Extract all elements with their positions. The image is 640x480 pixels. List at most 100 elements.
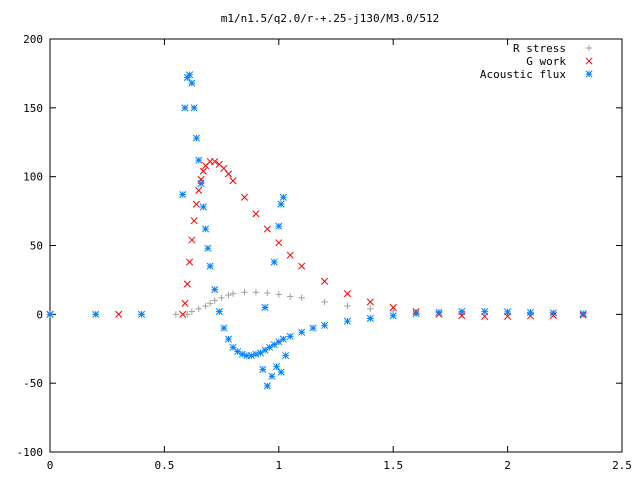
point-acoustic-flux bbox=[197, 179, 205, 188]
point-g-work bbox=[211, 157, 219, 166]
point-g-work bbox=[190, 217, 198, 225]
legend-label-g-work: G work bbox=[526, 55, 566, 68]
y-tick-label: 50 bbox=[30, 240, 43, 253]
y-tick-label: -50 bbox=[23, 377, 43, 390]
point-g-work bbox=[220, 164, 228, 172]
point-r-stress bbox=[202, 302, 209, 310]
point-acoustic-flux bbox=[343, 317, 351, 325]
point-r-stress bbox=[211, 297, 218, 304]
point-acoustic-flux bbox=[188, 79, 196, 87]
y-tick-label: 100 bbox=[23, 171, 43, 184]
legend-label-r-stress: R stress bbox=[513, 42, 566, 55]
point-acoustic-flux bbox=[298, 328, 306, 336]
point-g-work bbox=[179, 310, 187, 318]
point-r-stress bbox=[172, 311, 180, 318]
y-tick-label: 200 bbox=[23, 33, 43, 46]
point-r-stress bbox=[225, 291, 232, 299]
point-r-stress bbox=[298, 294, 305, 302]
point-g-work bbox=[389, 303, 397, 312]
y-tick-label: 0 bbox=[36, 308, 43, 321]
point-acoustic-flux bbox=[275, 222, 283, 230]
point-acoustic-flux bbox=[261, 346, 269, 354]
point-g-work bbox=[263, 225, 271, 233]
point-r-stress bbox=[264, 289, 271, 297]
point-acoustic-flux bbox=[366, 314, 374, 323]
axes: 0 0.5 1 1.5 2 2.5 -100 -50 0 50 100 150 200 bbox=[17, 33, 632, 472]
legend-label-acoustic-flux: Acoustic flux bbox=[480, 68, 566, 81]
point-r-stress bbox=[229, 290, 237, 297]
point-r-stress bbox=[367, 305, 374, 313]
legend-marker-g-work bbox=[585, 57, 593, 65]
data-points bbox=[46, 71, 587, 390]
point-g-work bbox=[321, 277, 329, 285]
point-r-stress bbox=[252, 289, 260, 296]
point-r-stress bbox=[344, 302, 351, 310]
legend-marker-r-stress bbox=[585, 44, 593, 52]
point-g-work bbox=[252, 210, 260, 218]
point-acoustic-flux bbox=[266, 343, 274, 351]
point-acoustic-flux bbox=[277, 368, 285, 376]
point-g-work bbox=[286, 251, 294, 259]
point-acoustic-flux bbox=[215, 308, 223, 316]
point-acoustic-flux bbox=[435, 308, 443, 316]
point-acoustic-flux bbox=[261, 303, 269, 312]
point-r-stress bbox=[195, 305, 202, 313]
point-acoustic-flux bbox=[202, 225, 210, 233]
point-g-work bbox=[115, 310, 123, 318]
point-r-stress bbox=[188, 308, 196, 315]
point-g-work bbox=[275, 239, 283, 247]
point-acoustic-flux bbox=[234, 347, 242, 356]
point-acoustic-flux bbox=[206, 262, 214, 270]
point-acoustic-flux bbox=[259, 365, 267, 373]
point-g-work bbox=[298, 262, 306, 270]
point-acoustic-flux bbox=[504, 308, 512, 316]
point-acoustic-flux bbox=[277, 200, 285, 208]
point-acoustic-flux bbox=[309, 324, 317, 332]
point-acoustic-flux bbox=[526, 308, 535, 316]
x-tick-label: 2.5 bbox=[612, 459, 632, 472]
point-acoustic-flux bbox=[224, 335, 233, 343]
point-acoustic-flux bbox=[220, 324, 228, 332]
y-tick-label: -100 bbox=[17, 446, 44, 459]
point-r-stress bbox=[184, 311, 191, 318]
point-g-work bbox=[186, 258, 194, 266]
point-g-work bbox=[183, 280, 191, 288]
point-r-stress bbox=[218, 294, 225, 302]
x-tick-label: 1 bbox=[275, 459, 282, 472]
point-acoustic-flux bbox=[321, 321, 329, 329]
point-acoustic-flux bbox=[272, 363, 281, 371]
point-acoustic-flux bbox=[412, 310, 420, 318]
point-acoustic-flux bbox=[238, 350, 246, 358]
point-acoustic-flux bbox=[46, 310, 54, 318]
point-acoustic-flux bbox=[279, 193, 287, 201]
point-acoustic-flux bbox=[458, 308, 466, 316]
point-g-work bbox=[188, 236, 196, 244]
point-g-work bbox=[192, 200, 200, 208]
point-g-work bbox=[229, 177, 237, 185]
point-acoustic-flux bbox=[195, 156, 203, 164]
point-g-work bbox=[195, 186, 203, 194]
x-tick-label: 2 bbox=[504, 459, 511, 472]
point-g-work bbox=[343, 290, 351, 298]
point-r-stress bbox=[241, 289, 248, 296]
point-g-work bbox=[366, 298, 374, 306]
point-acoustic-flux bbox=[270, 258, 278, 266]
point-r-stress bbox=[287, 293, 294, 300]
legend-marker-acoustic-flux bbox=[585, 70, 593, 78]
point-acoustic-flux bbox=[190, 104, 198, 112]
point-g-work bbox=[181, 299, 189, 307]
point-acoustic-flux bbox=[286, 332, 294, 340]
point-r-stress bbox=[206, 300, 214, 307]
point-g-work bbox=[240, 193, 249, 201]
point-acoustic-flux bbox=[137, 310, 146, 318]
point-acoustic-flux bbox=[282, 352, 290, 360]
point-acoustic-flux bbox=[481, 308, 489, 316]
point-acoustic-flux bbox=[279, 335, 287, 343]
point-acoustic-flux bbox=[579, 310, 587, 318]
point-acoustic-flux bbox=[181, 104, 189, 112]
point-acoustic-flux bbox=[204, 244, 212, 252]
x-tick-label: 1.5 bbox=[383, 459, 403, 472]
point-acoustic-flux bbox=[179, 191, 187, 199]
